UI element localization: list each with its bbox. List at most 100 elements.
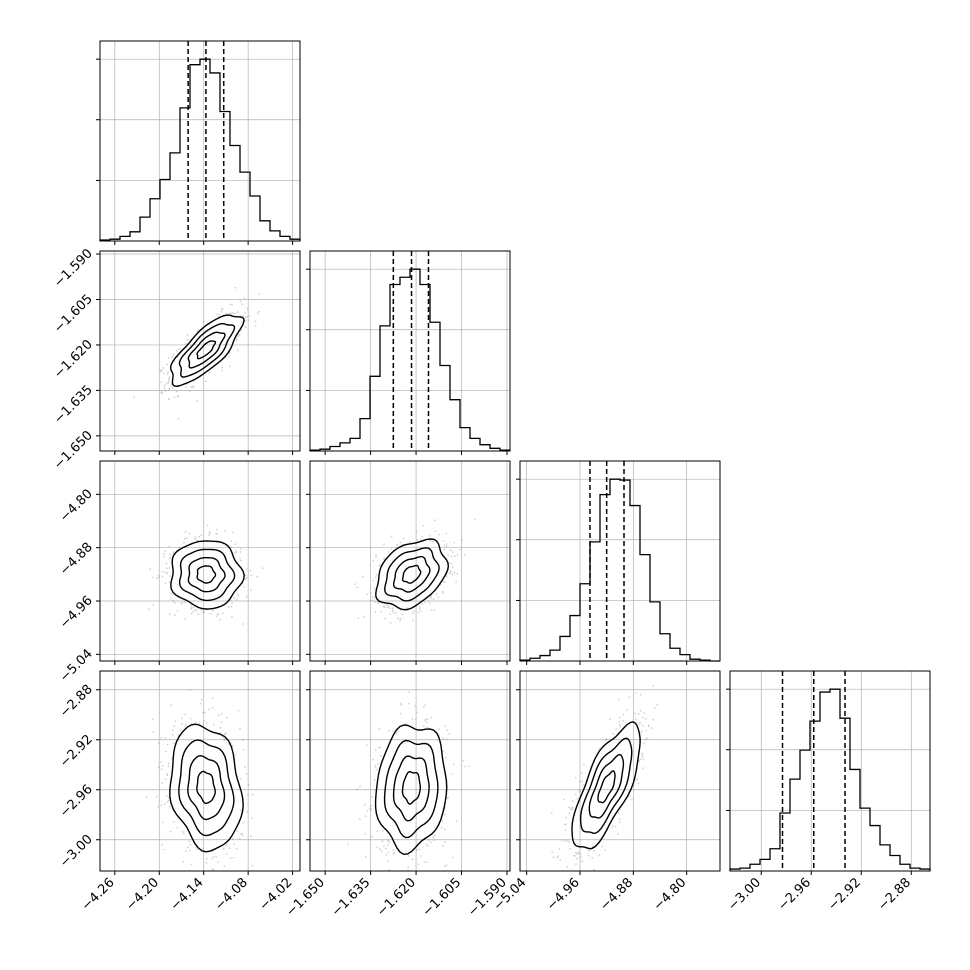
scatter-point [211, 857, 213, 860]
grid [100, 671, 300, 871]
scatter-point [234, 754, 237, 756]
scatter-point [432, 836, 435, 839]
scatter-point [380, 850, 383, 853]
scatter-point [232, 744, 234, 747]
histogram-step-p2 [519, 478, 720, 662]
scatter-point [202, 320, 205, 323]
y-tick-label: −3.00 [57, 832, 96, 871]
panel-frame [99, 670, 301, 872]
scatter-point [168, 613, 171, 615]
scatter-point [251, 817, 254, 819]
grid [310, 461, 510, 661]
scatter-point [430, 841, 432, 844]
scatter-point [239, 557, 242, 560]
scatter-point [385, 847, 387, 850]
scatter-point [609, 718, 611, 721]
scatter-point [190, 863, 193, 866]
scatter-point [234, 550, 237, 552]
scatter-point [642, 767, 644, 769]
x-tick-label: −1.620 [374, 875, 419, 920]
scatter-point [424, 704, 427, 706]
scatter-point [389, 607, 392, 609]
scatter-point [644, 738, 647, 740]
scatter-point [188, 849, 191, 852]
scatter-point [186, 846, 189, 849]
scatter-point [251, 865, 254, 867]
scatter-point [206, 524, 209, 527]
scatter-point [396, 543, 399, 546]
scatter-point [407, 854, 410, 857]
scatter-point [164, 550, 167, 552]
scatter-point [451, 856, 454, 859]
scatter-point [456, 553, 459, 556]
scatter-point [645, 718, 647, 720]
scatter-point [390, 548, 393, 551]
scatter-point [377, 602, 380, 605]
scatter-point [387, 859, 390, 862]
density-contour-0 [401, 564, 422, 584]
scatter-point [427, 600, 430, 603]
scatter-point [189, 843, 192, 846]
scatter-point [241, 623, 244, 625]
scatter-point [622, 713, 625, 716]
scatter-point [236, 830, 239, 833]
scatter-point [215, 313, 218, 316]
scatter-point [198, 722, 201, 725]
scatter-point [186, 338, 189, 341]
scatter-point [579, 790, 582, 793]
scatter-point [387, 840, 390, 842]
scatter-point [196, 400, 198, 402]
scatter-point [184, 530, 187, 533]
scatter-point [618, 716, 621, 719]
scatter-point [175, 349, 178, 352]
scatter-point [598, 854, 601, 857]
scatter-point [639, 709, 642, 712]
scatter-point [244, 766, 246, 768]
scatter-point [250, 574, 253, 577]
scatter-point [390, 535, 393, 538]
scatter-point [211, 697, 214, 699]
scatter-point [414, 705, 417, 707]
scatter-point [185, 850, 187, 852]
scatter-point [557, 855, 560, 857]
scatter-point [164, 571, 167, 574]
scatter-point [446, 797, 449, 800]
scatter-point [167, 381, 170, 384]
scatter-point [426, 844, 429, 847]
scatter-point [237, 594, 240, 597]
scatter-point [245, 326, 247, 329]
scatter-point [559, 859, 562, 861]
scatter-point [231, 838, 234, 840]
scatter-point [568, 812, 571, 814]
scatter-point [435, 593, 438, 595]
scatter-point [155, 795, 158, 798]
scatter-point [211, 868, 214, 871]
scatter-point [152, 731, 155, 734]
scatter-point [364, 815, 367, 818]
scatter-point [163, 556, 166, 558]
scatter-point [618, 721, 621, 723]
scatter-point [637, 782, 640, 785]
grid [520, 671, 720, 871]
scatter-point [641, 754, 644, 756]
scatter-point [190, 612, 193, 615]
scatter-point [391, 730, 394, 732]
scatter-point [221, 612, 224, 614]
scatter-point [239, 809, 242, 812]
scatter-point [196, 539, 199, 542]
scatter-point [618, 723, 621, 726]
scatter-point [451, 566, 454, 568]
scatter-point [235, 847, 238, 850]
scatter-point [225, 852, 228, 855]
scatter-point [161, 821, 164, 824]
scatter-point [347, 843, 349, 846]
scatter-point [588, 849, 590, 852]
panel-frame [99, 40, 301, 242]
density-contour-3 [571, 721, 641, 850]
scatter-point [423, 601, 426, 604]
scatter-point [244, 319, 247, 322]
scatter-point [229, 303, 232, 306]
scatter-point [378, 746, 380, 749]
scatter-point [205, 722, 208, 725]
